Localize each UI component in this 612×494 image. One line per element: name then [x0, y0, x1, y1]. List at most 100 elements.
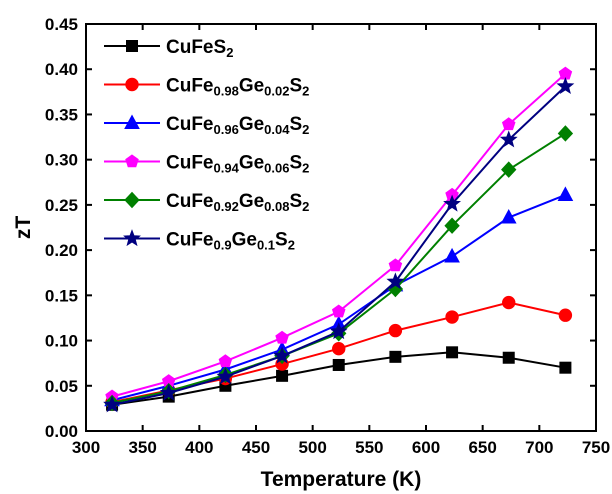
legend-item: CuFe0.92Ge0.08S2 [104, 191, 309, 214]
legend-label-part: S [289, 76, 302, 97]
y-tick-label: 0.25 [45, 196, 78, 215]
legend-label-part: CuFe [166, 76, 214, 97]
data-point [389, 350, 402, 363]
y-tick-label: 0.20 [45, 241, 78, 260]
legend-label-subscript: 0.02 [264, 83, 289, 98]
y-tick-label: 0.10 [45, 332, 78, 351]
data-point [276, 369, 289, 382]
legend-label-part: S [275, 230, 288, 251]
x-tick-label: 350 [128, 438, 156, 457]
legend-label: CuFe0.92Ge0.08S2 [166, 191, 309, 214]
legend-item: CuFe0.9Ge0.1S2 [104, 229, 295, 253]
plot-marks [103, 66, 575, 413]
legend-label-subscript: 0.94 [214, 160, 240, 175]
legend-label-part: S [289, 153, 302, 174]
data-point [386, 272, 405, 290]
x-tick-label: 400 [185, 438, 213, 457]
legend-label-part: CuFe [166, 153, 214, 174]
y-tick-label: 0.00 [45, 422, 78, 441]
y-tick-label: 0.05 [45, 377, 78, 396]
legend-label-part: S [289, 191, 302, 212]
data-point [500, 208, 517, 224]
legend-label-subscript: 2 [302, 160, 309, 175]
legend-marker [125, 154, 139, 168]
data-point [556, 77, 575, 95]
legend-label: CuFe0.9Ge0.1S2 [166, 230, 295, 253]
legend-marker [126, 40, 138, 52]
data-point [557, 186, 574, 201]
axis-ticks: 300 350 400 450 500 550 600 650 700 750 0.00 0.05 0.… [45, 15, 610, 457]
data-point [559, 361, 572, 374]
y-tick-label: 0.15 [45, 286, 78, 305]
data-point [329, 322, 348, 340]
legend-label: CuFe0.98Ge0.02S2 [166, 76, 309, 99]
data-point [388, 258, 403, 272]
x-tick-label: 300 [72, 438, 100, 457]
x-tick-label: 550 [355, 438, 383, 457]
plot-frame [85, 23, 597, 432]
legend-item: CuFe0.94Ge0.06S2 [104, 153, 309, 176]
x-tick-label: 450 [242, 438, 270, 457]
data-point [332, 358, 345, 371]
legend-label-subscript: 0.9 [214, 237, 232, 252]
legend-label-subscript: 0.04 [264, 122, 290, 137]
data-point [499, 130, 518, 148]
legend-label-part: S [289, 114, 302, 135]
data-point [446, 346, 459, 359]
data-point [388, 323, 403, 338]
legend-label-part: CuFe [166, 230, 214, 251]
legend-label-subscript: 0.06 [264, 160, 289, 175]
legend-label-subscript: 2 [302, 122, 309, 137]
data-point [557, 125, 574, 142]
data-point [558, 308, 573, 322]
legend-marker [124, 114, 140, 129]
x-tick-label: 700 [525, 438, 553, 457]
data-point [159, 383, 178, 401]
legend-item: CuFeS2 [104, 37, 233, 60]
legend-label-part: Ge [239, 76, 264, 97]
data-point [501, 161, 517, 178]
data-point [444, 217, 460, 234]
legend-label-part: Ge [232, 230, 257, 251]
y-tick-label: 0.30 [45, 151, 78, 170]
legend-label-subscript: 0.1 [257, 237, 275, 252]
legend-marker [123, 229, 141, 247]
legend-label-part: CuFeS [166, 37, 226, 58]
series-2 [104, 186, 574, 407]
y-tick-label: 0.45 [45, 15, 78, 34]
data-point [332, 341, 346, 356]
data-point [331, 304, 346, 318]
x-tick-label: 500 [298, 438, 326, 457]
data-point [502, 295, 516, 310]
legend-label: CuFe0.96Ge0.04S2 [166, 114, 309, 137]
legend-label-part: Ge [239, 114, 264, 135]
data-point [273, 346, 292, 364]
y-tick-label: 0.40 [45, 60, 78, 79]
legend-label-subscript: 2 [302, 199, 309, 214]
y-tick-label: 0.35 [45, 105, 78, 124]
legend-item: CuFe0.98Ge0.02S2 [104, 76, 309, 99]
legend-label-subscript: 2 [226, 45, 233, 60]
x-tick-label: 650 [468, 438, 496, 457]
legend-label: CuFeS2 [166, 37, 233, 60]
series-3 [105, 66, 573, 403]
data-point [502, 351, 515, 364]
data-point [443, 194, 462, 212]
data-point [445, 310, 459, 324]
legend-label-part: Ge [239, 153, 264, 174]
data-point [501, 117, 516, 131]
legend-label-subscript: 2 [302, 83, 309, 98]
legend-item: CuFe0.96Ge0.04S2 [104, 114, 309, 137]
series-5 [103, 77, 575, 413]
legend-marker [124, 191, 140, 209]
x-tick-label: 600 [412, 438, 440, 457]
legend-label-part: CuFe [166, 191, 214, 212]
legend-marker [125, 77, 139, 92]
data-point [103, 395, 122, 413]
legend-label-part: CuFe [166, 114, 214, 135]
legend: CuFeS2CuFe0.98Ge0.02S2CuFe0.96Ge0.04S2Cu… [104, 37, 309, 252]
legend-label: CuFe0.94Ge0.06S2 [166, 153, 309, 176]
data-point [275, 330, 289, 344]
x-axis-title: Temperature (K) [261, 468, 422, 491]
legend-label-subscript: 0.08 [264, 199, 289, 214]
